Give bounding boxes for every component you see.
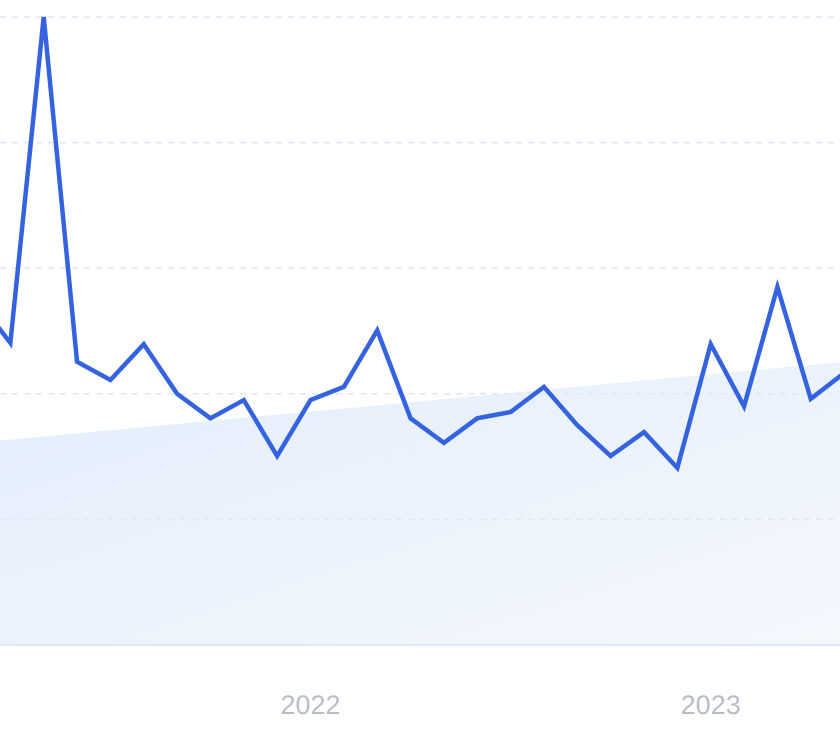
line (0, 16, 840, 473)
x-tick-label: 2023 (681, 690, 741, 720)
x-tick-label: 2022 (280, 690, 340, 720)
trend-area (0, 362, 840, 645)
